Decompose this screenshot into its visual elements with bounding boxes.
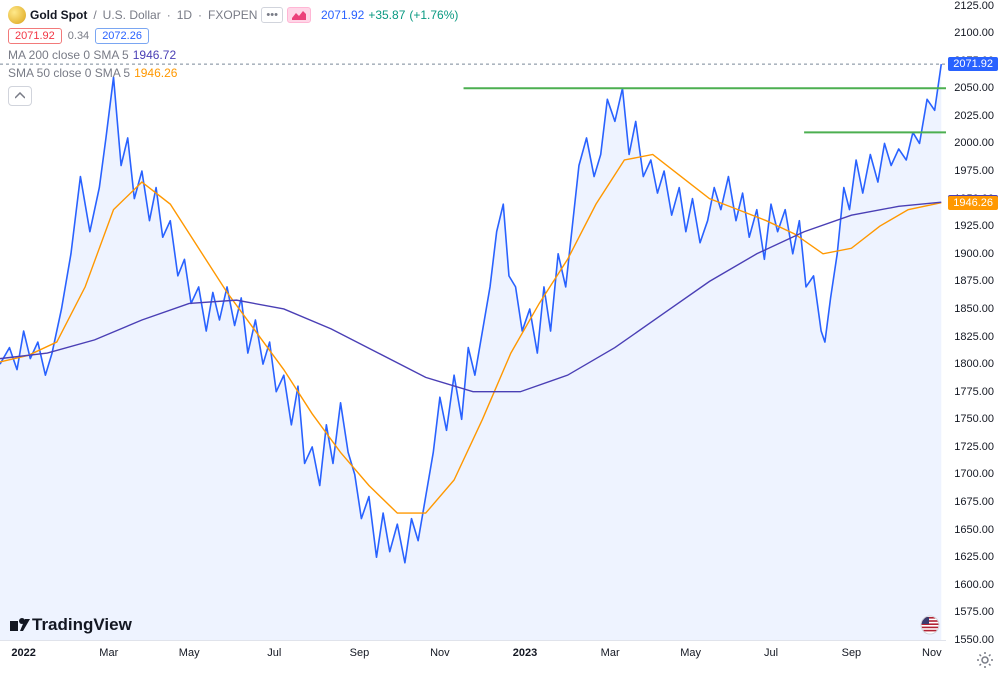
chevron-up-icon: [15, 92, 25, 100]
dot-sep-1: ·: [167, 8, 171, 22]
y-tick: 2125.00: [954, 0, 994, 12]
tradingview-logo[interactable]: TradingView: [10, 615, 132, 635]
y-tick: 1725.00: [954, 441, 994, 453]
indicator-value: 1946.72: [133, 48, 176, 62]
y-tick: 1850.00: [954, 303, 994, 315]
x-tick: Mar: [601, 647, 620, 659]
indicator-value: 1946.26: [134, 66, 177, 80]
tradingview-icon: [10, 617, 30, 633]
price-tag: 1946.26: [948, 196, 998, 210]
indicator-name: SMA 50 close 0 SMA 5: [8, 66, 130, 80]
indicator-sma50[interactable]: SMA 50 close 0 SMA 5 1946.26: [8, 66, 177, 80]
dot-sep-2: ·: [198, 8, 202, 22]
ask-box[interactable]: 2072.26: [95, 28, 149, 44]
x-tick: Nov: [922, 647, 942, 659]
collapse-button[interactable]: [8, 86, 32, 106]
y-tick: 1550.00: [954, 634, 994, 646]
y-tick: 1750.00: [954, 413, 994, 425]
y-tick: 1675.00: [954, 496, 994, 508]
y-tick: 2000.00: [954, 137, 994, 149]
last-price: 2071.92: [321, 8, 364, 22]
pair-separator: /: [93, 8, 96, 22]
y-tick: 2025.00: [954, 110, 994, 122]
chart-pane[interactable]: [0, 0, 946, 640]
y-tick: 1575.00: [954, 606, 994, 618]
y-tick: 1925.00: [954, 220, 994, 232]
y-tick: 1700.00: [954, 468, 994, 480]
y-tick: 1775.00: [954, 386, 994, 398]
indicator-ma200[interactable]: MA 200 close 0 SMA 5 1946.72: [8, 48, 176, 62]
interval[interactable]: 1D: [177, 8, 192, 22]
chart-header: Gold Spot / U.S. Dollar · 1D · FXOPEN ••…: [8, 4, 940, 26]
price-chart-svg: [0, 0, 946, 640]
x-axis[interactable]: 2022 Mar May Jul Sep Nov 2023 Mar May Jul Sep Nov: [0, 640, 946, 673]
x-tick: Nov: [430, 647, 450, 659]
change-pct: (+1.76%): [409, 8, 458, 22]
area-chart-icon: [292, 10, 306, 20]
y-tick: 1625.00: [954, 551, 994, 563]
y-tick: 1975.00: [954, 165, 994, 177]
x-tick: Mar: [99, 647, 118, 659]
y-tick: 1800.00: [954, 358, 994, 370]
y-tick: 2100.00: [954, 27, 994, 39]
y-tick: 1825.00: [954, 331, 994, 343]
x-tick: 2022: [11, 647, 35, 659]
price-tag: 2071.92: [948, 57, 998, 71]
x-tick: 2023: [513, 647, 537, 659]
y-axis[interactable]: 2125.002100.002075.002050.002025.002000.…: [946, 0, 1000, 640]
x-tick: Jul: [267, 647, 281, 659]
x-tick: May: [179, 647, 200, 659]
x-tick: Sep: [350, 647, 370, 659]
y-tick: 1875.00: [954, 275, 994, 287]
bid-box[interactable]: 2071.92: [8, 28, 62, 44]
exchange[interactable]: FXOPEN: [208, 8, 257, 22]
change-abs: +35.87: [368, 8, 405, 22]
spread-value: 0.34: [68, 30, 89, 42]
y-tick: 1600.00: [954, 579, 994, 591]
us-flag-icon[interactable]: [920, 615, 940, 635]
y-tick: 2050.00: [954, 82, 994, 94]
settings-gear-icon[interactable]: [976, 651, 994, 669]
y-tick: 1900.00: [954, 248, 994, 260]
x-tick: Sep: [842, 647, 862, 659]
info-pill[interactable]: •••: [261, 7, 283, 23]
gold-symbol-icon: [8, 6, 26, 24]
quote-currency: U.S. Dollar: [103, 8, 161, 22]
x-tick: May: [680, 647, 701, 659]
bid-ask-row: 2071.92 0.34 2072.26: [8, 28, 149, 44]
y-tick: 1650.00: [954, 524, 994, 536]
branding-text: TradingView: [32, 615, 132, 635]
x-tick: Jul: [764, 647, 778, 659]
indicator-name: MA 200 close 0 SMA 5: [8, 48, 129, 62]
symbol-name[interactable]: Gold Spot: [30, 8, 87, 22]
chart-type-pill[interactable]: [287, 7, 311, 23]
